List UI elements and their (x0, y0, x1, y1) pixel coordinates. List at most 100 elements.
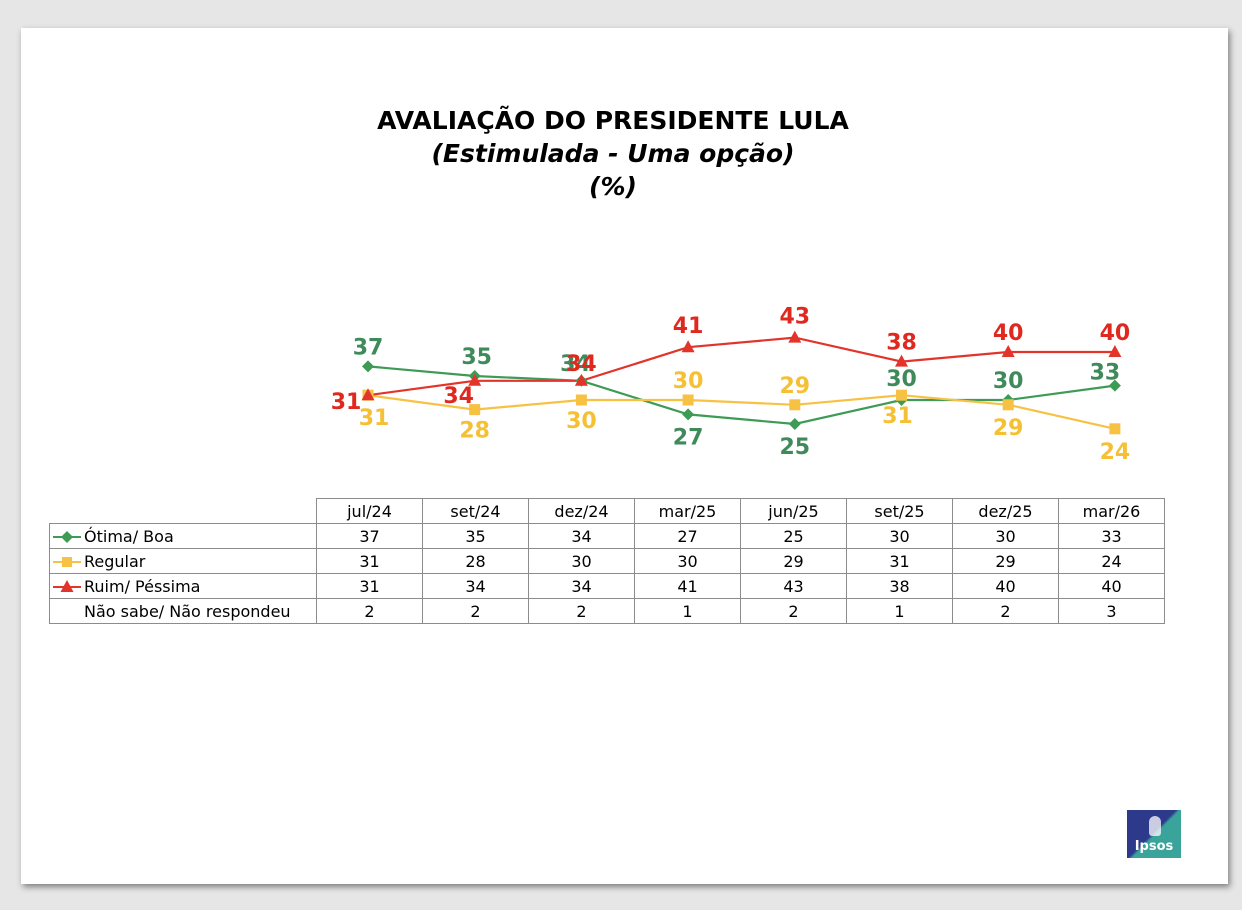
column-header-jun-25: jun/25 (740, 498, 847, 524)
data-label-regular-0: 31 (359, 406, 390, 431)
point-ruim-pessima-4 (788, 330, 802, 343)
table-cell: 27 (634, 523, 741, 549)
point-regular-4 (789, 399, 801, 411)
point-ruim-pessima-2 (574, 373, 588, 386)
data-label-otima-boa-5: 30 (886, 367, 917, 392)
data-label-regular-3: 30 (673, 369, 704, 394)
data-label-ruim-pessima-1: 34 (443, 384, 474, 409)
point-regular-3 (682, 394, 694, 406)
column-header-set-25: set/25 (846, 498, 953, 524)
point-otima-boa-3 (682, 408, 695, 421)
table-cell: 30 (634, 548, 741, 574)
data-label-otima-boa-3: 27 (673, 425, 704, 450)
data-table: jul/24 set/24 dez/24 mar/25 jun/25 set/25 dez/… (49, 498, 1165, 624)
column-header-set-24: set/24 (422, 498, 529, 524)
table-cell: 29 (740, 548, 847, 574)
table-cell: 1 (846, 598, 953, 624)
legend-key-ruim-pessima (53, 580, 81, 592)
row-label-ruim-pessima: Ruim/ Péssima (49, 573, 317, 599)
table-row: Ótima/ Boa 37 35 34 27 25 30 30 33 (49, 523, 1165, 549)
table-cell: 30 (846, 523, 953, 549)
point-ruim-pessima-6 (1001, 345, 1015, 357)
data-label-regular-1: 28 (459, 419, 490, 444)
data-label-ruim-pessima-6: 40 (993, 321, 1024, 346)
point-otima-boa-0 (362, 360, 374, 373)
point-regular-1 (469, 404, 481, 416)
data-label-otima-boa-6: 30 (993, 369, 1024, 394)
table-cell: 34 (528, 573, 635, 599)
chart-subtitle: (Estimulada - Uma opção) (431, 139, 795, 168)
column-header-dez-25: dez/25 (952, 498, 1059, 524)
table-corner (49, 498, 317, 524)
column-header-mar-26: mar/26 (1058, 498, 1165, 524)
data-label-ruim-pessima-5: 38 (886, 331, 917, 356)
table-cell: 34 (422, 573, 529, 599)
data-label-otima-boa-0: 37 (353, 335, 384, 360)
data-label-otima-boa-7: 33 (1090, 361, 1121, 386)
point-ruim-pessima-7 (1108, 345, 1122, 357)
point-regular-6 (1002, 399, 1014, 411)
data-label-regular-7: 24 (1100, 440, 1131, 465)
table-cell: 35 (422, 523, 529, 549)
chart-unit: (%) (589, 172, 637, 201)
table-cell: 31 (846, 548, 953, 574)
point-regular-7 (1109, 423, 1121, 435)
data-label-ruim-pessima-0: 31 (331, 390, 362, 415)
slide: AVALIAÇÃO DO PRESIDENTE LULA (Estimulada… (21, 28, 1228, 884)
series-line-otima-boa (367, 365, 1116, 426)
table-cell: 31 (316, 573, 423, 599)
point-regular-5 (896, 389, 907, 401)
table-cell: 1 (634, 598, 741, 624)
point-ruim-pessima-5 (895, 354, 908, 367)
data-label-regular-5: 31 (882, 404, 913, 429)
data-label-otima-boa-1: 35 (461, 345, 492, 370)
series-name: Ruim/ Péssima (84, 576, 201, 596)
data-label-regular-4: 29 (779, 374, 810, 399)
data-label-regular-2: 30 (566, 409, 597, 434)
title-block: AVALIAÇÃO DO PRESIDENTE LULA (Estimulada… (21, 104, 1205, 203)
logo-text: Ipsos (1134, 839, 1174, 854)
data-label-regular-6: 29 (993, 416, 1024, 441)
point-otima-boa-4 (788, 418, 801, 430)
table-header-row: jul/24 set/24 dez/24 mar/25 jun/25 set/25 dez/… (49, 498, 1165, 524)
table-cell: 3 (1058, 598, 1165, 624)
table-row: Não sabe/ Não respondeu 2 2 2 1 2 1 2 3 (49, 598, 1165, 624)
point-ruim-pessima-1 (468, 373, 482, 386)
data-label-otima-boa-4: 25 (779, 435, 810, 460)
row-label-otima-boa: Ótima/ Boa (49, 523, 317, 549)
table-cell: 2 (422, 598, 529, 624)
row-label-regular: Regular (49, 548, 317, 574)
column-header-dez-24: dez/24 (528, 498, 635, 524)
table-row: Regular 31 28 30 30 29 31 29 24 (49, 548, 1165, 574)
table-cell: 40 (1058, 573, 1165, 599)
table-cell: 29 (952, 548, 1059, 574)
table-row: Ruim/ Péssima 31 34 34 41 43 38 40 40 (49, 573, 1165, 599)
series-name: Não sabe/ Não respondeu (84, 601, 291, 621)
logo-head-icon (1149, 816, 1161, 836)
table-cell: 30 (528, 548, 635, 574)
point-ruim-pessima-0 (361, 388, 375, 401)
table-cell: 2 (952, 598, 1059, 624)
data-label-otima-boa-2: 34 (560, 352, 591, 377)
series-line-regular (367, 394, 1116, 430)
ipsos-logo: Ipsos (1127, 810, 1181, 858)
table-cell: 34 (528, 523, 635, 549)
series-name: Ótima/ Boa (84, 526, 174, 546)
column-header-mar-25: mar/25 (634, 498, 741, 524)
data-label-ruim-pessima-3: 41 (673, 314, 704, 339)
table-cell: 25 (740, 523, 847, 549)
data-label-ruim-pessima-7: 40 (1100, 321, 1131, 346)
table-cell: 43 (740, 573, 847, 599)
table-cell: 24 (1058, 548, 1165, 574)
point-regular-2 (575, 394, 587, 406)
legend-key-otima-boa (53, 531, 81, 543)
table-cell: 37 (316, 523, 423, 549)
table-cell: 41 (634, 573, 741, 599)
point-ruim-pessima-3 (681, 340, 695, 353)
table-cell: 40 (952, 573, 1059, 599)
data-label-ruim-pessima-4: 43 (779, 305, 810, 330)
table-cell: 30 (952, 523, 1059, 549)
legend-key-regular (53, 557, 81, 567)
table-cell: 31 (316, 548, 423, 574)
